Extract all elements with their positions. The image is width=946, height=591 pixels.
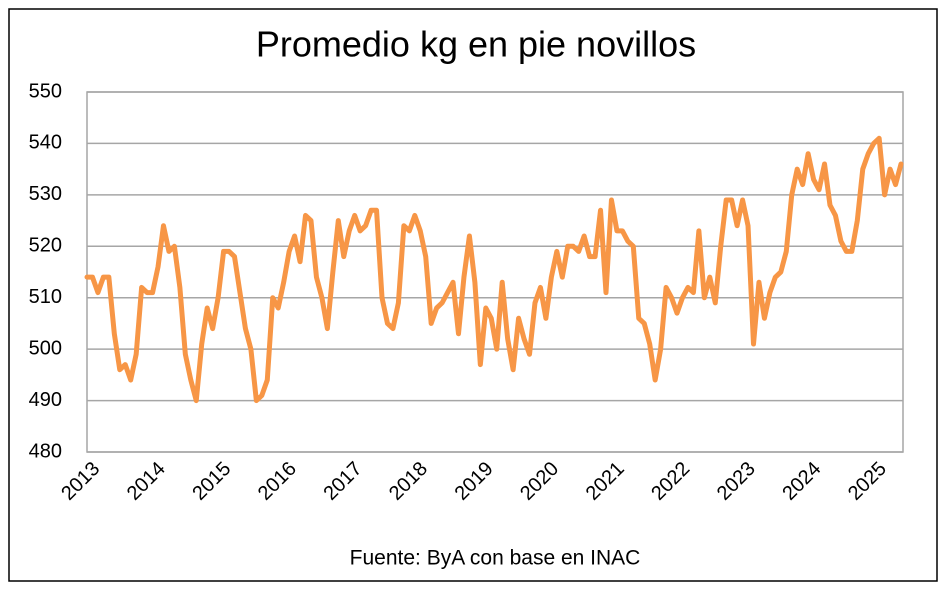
plot-frame (86, 91, 904, 453)
source-note: Fuente: ByA con base en INAC (350, 547, 641, 570)
y-tick-label: 540 (29, 132, 62, 154)
y-tick-label: 530 (29, 183, 62, 205)
chart-frame (8, 8, 938, 582)
y-tick-label: 500 (29, 337, 62, 359)
chart-title: Promedio kg en pie novillos (256, 24, 696, 65)
y-tick-label: 520 (29, 235, 62, 257)
data-line (84, 135, 904, 404)
y-tick-label: 490 (29, 389, 62, 411)
y-tick-label: 480 (29, 440, 62, 462)
y-tick-label: 510 (29, 286, 62, 308)
y-tick-label: 550 (29, 80, 62, 102)
